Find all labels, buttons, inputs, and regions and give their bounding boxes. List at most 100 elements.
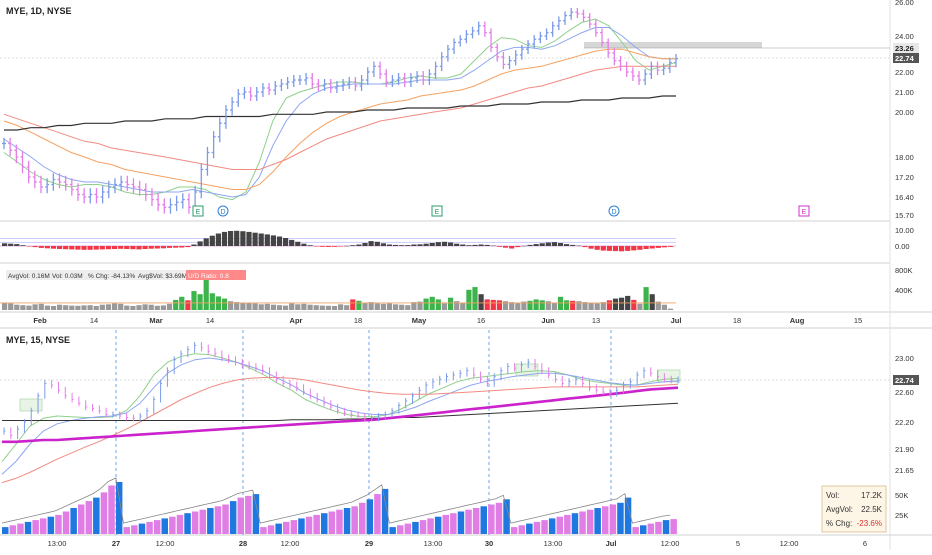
intraday-bar xyxy=(296,381,299,392)
osc-bar xyxy=(606,246,612,251)
bottom-chart-title: MYE, 15, NYSE xyxy=(6,335,70,345)
price-tick: 22.20 xyxy=(895,418,914,427)
stats-avgvol-label: AvgVol: xyxy=(826,505,853,514)
intraday-volume-bar xyxy=(55,514,62,534)
volume-bar xyxy=(20,305,26,310)
osc-bar xyxy=(582,246,588,248)
volume-bar xyxy=(124,305,130,310)
volume-tick: 800K xyxy=(895,266,913,275)
osc-bar xyxy=(221,231,228,246)
price-bar xyxy=(563,11,568,25)
intraday-volume-bar xyxy=(518,525,525,534)
event-marker-earnings-future: E xyxy=(798,205,810,217)
intraday-bar xyxy=(323,396,326,407)
intraday-bar xyxy=(282,375,285,387)
intraday-bar xyxy=(439,375,442,386)
time-tick: Jul xyxy=(606,539,617,548)
stats-avgvol-value: 22.5K xyxy=(861,505,883,514)
event-label: E xyxy=(802,209,807,216)
intraday-bar xyxy=(343,407,346,416)
volume-bar xyxy=(539,300,545,310)
bottom-ma-line-4 xyxy=(2,386,679,444)
price-bar xyxy=(297,75,302,85)
intraday-volume-bar xyxy=(245,495,252,534)
intraday-bar xyxy=(480,371,483,383)
intraday-bar xyxy=(398,402,401,414)
osc-bar xyxy=(594,246,600,250)
volume-bar xyxy=(564,300,570,310)
stats-vol-label: Vol: xyxy=(826,491,839,500)
volume-bar xyxy=(466,289,472,310)
price-bar xyxy=(556,16,561,31)
osc-bar xyxy=(557,243,564,246)
intraday-bar xyxy=(30,407,33,426)
volume-bar xyxy=(130,306,136,310)
price-bar xyxy=(495,43,500,62)
earnings-icon xyxy=(431,205,443,217)
volume-bar xyxy=(490,299,496,310)
intraday-bar xyxy=(514,363,517,372)
osc-bar xyxy=(454,243,460,246)
price-bar xyxy=(347,77,352,89)
osc-bar xyxy=(289,239,295,246)
volume-bar xyxy=(331,306,338,310)
volume-bar xyxy=(631,299,637,310)
intraday-volume-bar xyxy=(62,511,70,534)
osc-bar xyxy=(533,244,539,246)
price-bar xyxy=(156,193,161,212)
volume-tick: 400K xyxy=(895,286,913,295)
intraday-volume-bar xyxy=(275,523,282,534)
osc-bar xyxy=(667,246,674,247)
intraday-bar xyxy=(371,415,374,422)
volume-bar xyxy=(527,300,533,310)
osc-bar xyxy=(502,246,509,248)
price-tick: 18.00 xyxy=(895,153,914,162)
intraday-bar xyxy=(425,381,428,394)
intraday-bar xyxy=(643,367,646,379)
intraday-bar xyxy=(221,350,224,362)
intraday-volume-bar xyxy=(472,508,480,534)
volume-bar xyxy=(228,301,234,310)
volume-bar xyxy=(203,270,209,310)
volume-bar xyxy=(619,297,625,310)
osc-bar xyxy=(515,246,521,248)
osc-bar xyxy=(270,235,276,246)
stats-chg-value: -23.6% xyxy=(857,519,882,528)
volume-bar xyxy=(380,303,386,310)
top-oscillator xyxy=(0,230,676,252)
price-bar xyxy=(538,31,543,44)
price-bar xyxy=(630,67,635,81)
intraday-volume-bar xyxy=(609,504,617,534)
intraday-volume-bar xyxy=(617,502,624,534)
price-bar xyxy=(51,173,56,191)
volume-bar xyxy=(594,303,600,310)
bottom-ma-line-1 xyxy=(1,357,679,475)
volume-bar xyxy=(276,305,283,310)
osc-bar xyxy=(2,243,8,246)
intraday-bar xyxy=(153,396,156,414)
intraday-volume-bar xyxy=(389,527,396,534)
intraday-bar xyxy=(51,380,54,389)
osc-bar xyxy=(38,246,44,248)
osc-bar xyxy=(380,243,386,246)
osc-bar xyxy=(197,241,203,246)
intraday-volume-bar xyxy=(632,527,639,534)
osc-bar xyxy=(551,242,557,246)
osc-bar xyxy=(356,244,362,246)
intraday-bar xyxy=(432,378,435,389)
osc-bar xyxy=(63,246,69,250)
osc-bar xyxy=(588,246,594,249)
price-bar xyxy=(223,105,228,129)
intraday-volume-bar xyxy=(465,509,472,534)
osc-bar xyxy=(191,244,197,246)
intraday-bar xyxy=(561,375,564,387)
intraday-bar xyxy=(241,358,244,369)
osc-bar xyxy=(44,246,50,249)
volume-bar xyxy=(478,294,484,310)
intraday-volume-bar xyxy=(131,525,138,534)
price-bar xyxy=(88,188,93,204)
intraday-volume-bar xyxy=(412,521,419,534)
time-tick: 27 xyxy=(112,539,120,548)
